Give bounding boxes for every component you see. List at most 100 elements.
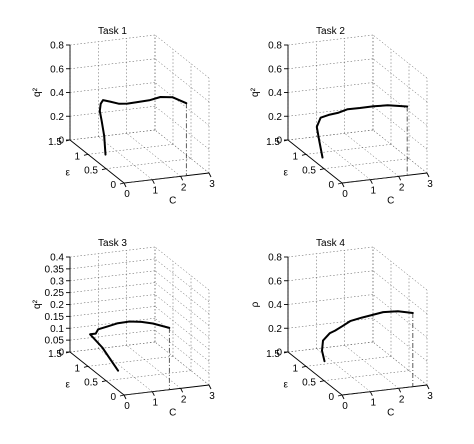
x-tick-label: 2 bbox=[399, 182, 405, 193]
grid-line bbox=[105, 370, 192, 381]
grid-line bbox=[154, 282, 210, 326]
series-line bbox=[89, 320, 171, 372]
z-tick-label: 0.2 bbox=[268, 324, 282, 335]
grid-line bbox=[323, 158, 410, 169]
z-tick-label: 0.8 bbox=[268, 253, 282, 264]
z-axis-label: q² bbox=[250, 87, 261, 97]
grid-line bbox=[372, 341, 428, 386]
x-tick-label: 2 bbox=[399, 394, 405, 405]
grid-line bbox=[69, 329, 156, 341]
z-tick-label: 0 bbox=[276, 136, 282, 147]
y-tick-label: 1 bbox=[292, 363, 298, 374]
z-axis-label: q² bbox=[32, 87, 43, 97]
x-tick bbox=[426, 384, 430, 390]
x-tick-label: 3 bbox=[427, 179, 433, 190]
x-tick bbox=[341, 394, 345, 400]
y-tick bbox=[337, 182, 343, 185]
y-tick-label: 0 bbox=[328, 180, 334, 191]
grid-line bbox=[372, 341, 428, 386]
z-tick-label: 0.1 bbox=[50, 324, 64, 335]
z-tick-label: 0.2 bbox=[50, 300, 64, 311]
y-axis-label: ε bbox=[283, 168, 288, 179]
y-axis-line bbox=[287, 139, 343, 184]
y-axis-label: ε bbox=[283, 380, 288, 391]
y-axis-line bbox=[69, 351, 125, 396]
y-tick-label: 1 bbox=[74, 151, 80, 162]
projection-floor bbox=[341, 386, 413, 396]
grid-line bbox=[69, 318, 156, 329]
grid-line bbox=[305, 144, 392, 155]
z-tick-label: 0.25 bbox=[45, 288, 65, 299]
grid-line bbox=[154, 318, 210, 362]
x-axis-label: C bbox=[387, 196, 394, 207]
x-axis-line bbox=[123, 172, 210, 184]
grid-line bbox=[305, 356, 392, 367]
y-axis-label: ε bbox=[65, 380, 70, 391]
z-tick-label: 0.3 bbox=[50, 276, 64, 287]
grid-line bbox=[287, 294, 374, 305]
z-tick-label: 0.35 bbox=[45, 264, 65, 275]
grid-line bbox=[98, 348, 153, 392]
grid-line bbox=[372, 82, 428, 126]
grid-line bbox=[69, 106, 156, 117]
grid-line bbox=[69, 341, 156, 353]
z-tick-label: 0.4 bbox=[268, 300, 282, 311]
z-tick-label: 0.4 bbox=[268, 88, 282, 99]
series-line bbox=[315, 104, 409, 159]
grid-line bbox=[287, 318, 374, 329]
x-tick-label: 0 bbox=[342, 189, 348, 200]
grid-line bbox=[69, 58, 156, 69]
y-tick bbox=[119, 394, 125, 397]
grid-line bbox=[69, 258, 156, 270]
grid-line bbox=[287, 58, 374, 69]
x-tick bbox=[123, 182, 127, 188]
grid-line bbox=[69, 246, 156, 258]
z-tick-label: 0 bbox=[58, 348, 64, 359]
z-tick-label: 0.05 bbox=[45, 336, 65, 347]
x-tick bbox=[369, 179, 373, 184]
grid-line bbox=[154, 341, 210, 386]
grid-line bbox=[154, 329, 210, 374]
y-tick bbox=[101, 380, 107, 383]
grid-line bbox=[154, 129, 210, 174]
grid-line bbox=[372, 270, 428, 314]
y-tick-label: 1.5 bbox=[48, 349, 62, 360]
z-tick-label: 0.2 bbox=[268, 112, 282, 123]
projection-floor bbox=[123, 175, 187, 184]
grid-line bbox=[372, 58, 428, 102]
grid-line bbox=[154, 58, 210, 102]
z-tick-label: 0 bbox=[58, 136, 64, 147]
x-tick bbox=[151, 179, 155, 184]
z-tick-label: 0 bbox=[276, 348, 282, 359]
x-axis-label: C bbox=[169, 408, 176, 419]
grid-line bbox=[154, 294, 210, 338]
y-tick-label: 0.5 bbox=[302, 166, 316, 177]
grid-line bbox=[372, 294, 428, 338]
x-tick bbox=[426, 172, 430, 178]
y-axis-label: ε bbox=[65, 168, 70, 179]
grid-line bbox=[69, 129, 156, 141]
projection-floor bbox=[341, 174, 408, 184]
x-tick bbox=[208, 384, 212, 390]
y-axis-line bbox=[287, 351, 343, 396]
grid-line bbox=[372, 129, 428, 174]
chart-panel-3: 0 1 2 300.511.500.050.10.150.20.250.30.350.… bbox=[32, 238, 215, 419]
grid-line bbox=[69, 282, 156, 293]
grid-line bbox=[87, 356, 174, 367]
grid-line bbox=[323, 370, 410, 381]
grid-line bbox=[372, 246, 428, 291]
y-tick bbox=[319, 380, 325, 383]
x-tick-label: 2 bbox=[181, 182, 187, 193]
y-tick-label: 0.5 bbox=[302, 378, 316, 389]
x-tick bbox=[123, 394, 127, 400]
grid-line bbox=[126, 133, 181, 177]
z-tick-label: 0.4 bbox=[50, 88, 64, 99]
grid-line bbox=[372, 34, 428, 79]
grid-line bbox=[154, 341, 210, 386]
x-tick-label: 1 bbox=[371, 186, 377, 197]
series-line bbox=[321, 310, 414, 363]
y-tick-label: 1 bbox=[292, 151, 298, 162]
x-tick bbox=[180, 176, 184, 181]
